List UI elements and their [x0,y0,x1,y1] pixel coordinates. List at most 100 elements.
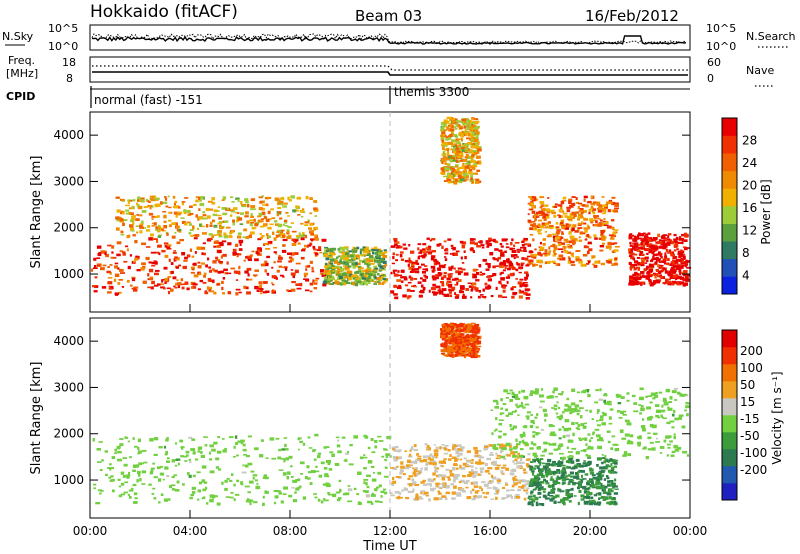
data-cell [539,241,542,245]
data-cell [377,257,380,261]
data-cell [175,282,179,286]
data-cell [661,235,666,239]
data-cell [399,469,404,472]
data-cell [534,465,539,467]
data-cell [302,208,305,212]
data-cell [314,279,318,282]
data-cell [342,272,346,276]
data-cell [134,497,138,500]
data-cell [662,260,667,264]
data-cell [531,206,534,209]
data-cell [609,480,614,482]
data-cell [173,474,178,477]
data-cell [496,479,502,482]
data-cell [522,282,528,284]
data-cell [443,452,449,455]
data-cell [114,452,117,454]
data-cell [530,495,533,498]
data-cell [238,265,241,270]
data-cell [505,238,508,241]
data-cell [352,274,358,278]
data-cell [614,471,618,474]
data-cell [684,282,688,286]
data-cell [646,252,649,255]
data-cell [229,496,234,499]
data-cell [567,455,570,459]
data-cell [469,490,473,493]
data-cell [362,274,368,278]
data-cell [466,460,472,463]
data-cell [663,243,668,247]
data-cell [657,241,663,245]
data-cell [412,488,415,492]
data-cell [422,250,427,254]
data-cell [370,465,375,468]
data-cell [654,261,658,264]
data-cell [355,270,361,273]
data-cell [514,458,518,462]
data-cell [324,246,328,249]
data-cell [213,209,218,213]
nave-label: Nave [746,64,774,77]
data-cell [678,416,683,420]
data-cell [457,347,462,351]
data-cell [380,253,385,256]
data-cell [195,199,199,203]
data-cell [400,465,405,469]
data-cell [650,416,654,419]
data-cell [329,274,332,278]
data-cell [312,245,316,249]
data-cell [390,467,394,469]
data-cell [509,261,512,264]
data-cell [629,279,632,284]
data-cell [547,260,552,263]
data-cell [450,483,454,486]
data-cell [238,291,242,294]
data-cell [570,460,575,464]
data-cell [574,404,579,408]
data-cell [524,271,529,274]
data-cell [131,287,136,290]
data-cell [354,271,359,274]
data-cell [439,464,443,467]
data-cell [155,197,160,200]
data-cell [555,463,560,465]
data-cell [464,129,468,131]
data-cell [154,203,158,208]
data-cell [608,496,612,500]
data-cell [178,231,182,233]
data-cell [481,481,486,484]
data-cell [575,211,580,214]
data-cell [484,447,488,450]
data-cell [607,260,612,264]
data-cell [535,225,540,229]
data-cell [516,256,519,259]
data-cell [192,451,196,455]
data-cell [247,491,251,494]
data-cell [579,464,584,468]
data-cell [441,443,445,446]
data-cell [109,479,114,482]
data-cell [302,496,307,500]
data-cell [638,233,642,237]
data-cell [525,273,529,277]
data-cell [632,276,637,280]
data-cell [642,418,645,421]
data-cell [601,484,605,488]
data-cell [181,446,184,450]
data-cell [383,488,387,491]
data-cell [472,341,475,345]
data-cell [129,254,133,257]
data-cell [574,230,579,233]
data-cell [561,464,566,467]
data-cell [613,465,618,468]
data-cell [668,249,672,253]
data-cell [563,427,569,432]
data-cell [413,278,418,280]
data-cell [153,238,158,240]
data-cell [592,263,595,266]
data-cell [614,246,620,248]
data-cell [466,161,471,165]
data-cell [519,290,525,293]
data-cell [460,466,466,470]
